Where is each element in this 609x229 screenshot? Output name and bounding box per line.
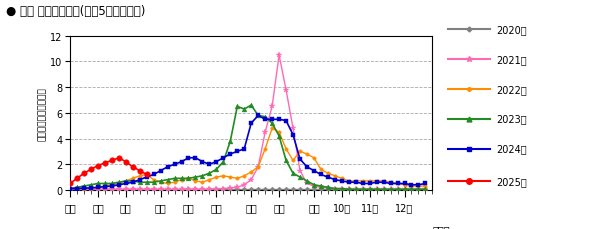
Text: 2020年: 2020年 [496, 25, 527, 35]
Text: 2023年: 2023年 [496, 114, 527, 124]
Text: 2022年: 2022年 [496, 84, 527, 94]
Text: ● 県内 週別発生動向(過去5年との比較): ● 県内 週別発生動向(過去5年との比較) [6, 5, 146, 18]
Text: 2024年: 2024年 [496, 144, 527, 154]
Y-axis label: 定点当たり患者報告数: 定点当たり患者報告数 [38, 87, 48, 140]
Text: （週）: （週） [432, 224, 450, 229]
Text: 2025年: 2025年 [496, 176, 527, 186]
Text: 2021年: 2021年 [496, 55, 527, 65]
